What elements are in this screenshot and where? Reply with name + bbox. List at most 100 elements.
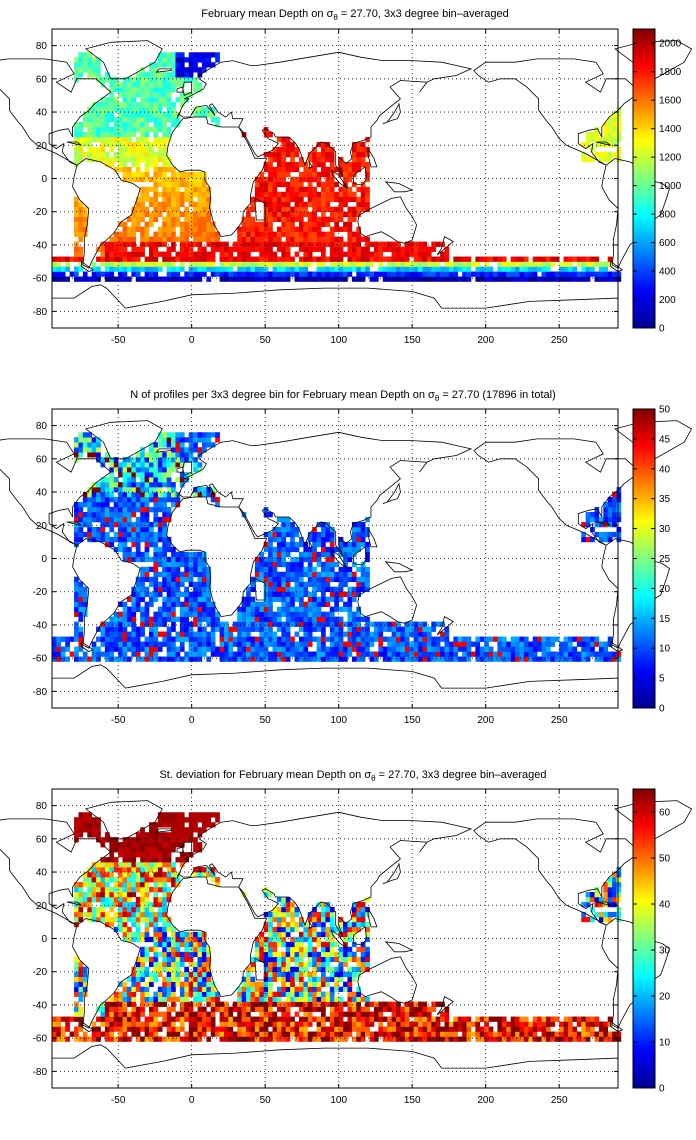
heatmap-cell — [131, 551, 137, 558]
heatmap-cell — [100, 502, 106, 508]
heatmap-cell — [144, 92, 150, 98]
heatmap-cell — [131, 507, 137, 513]
heatmap-cell — [607, 136, 613, 143]
heatmap-cell — [122, 981, 128, 987]
heatmap-cell — [356, 541, 362, 548]
heatmap-cell — [612, 136, 617, 143]
heatmap-cell — [409, 656, 414, 662]
heatmap-cell — [290, 211, 295, 217]
heatmap-cell — [272, 571, 278, 578]
heatmap-cell — [215, 266, 220, 272]
heatmap-cell — [166, 936, 172, 943]
heatmap-cell — [321, 251, 326, 257]
heatmap-cell — [334, 656, 339, 662]
heatmap-cell — [259, 231, 264, 237]
heatmap-cell — [153, 536, 159, 543]
heatmap-cell — [118, 271, 123, 277]
heatmap-cell — [285, 646, 291, 652]
heatmap-cell — [135, 102, 141, 108]
heatmap-cell — [82, 651, 88, 657]
heatmap-cell — [175, 651, 181, 657]
heatmap-cell — [360, 651, 366, 657]
heatmap-cell — [201, 581, 207, 588]
heatmap-cell — [193, 261, 198, 267]
heatmap-cell — [431, 241, 436, 247]
heatmap-cell — [122, 986, 128, 992]
heatmap-cell — [135, 847, 141, 853]
heatmap-cell — [179, 437, 185, 443]
heatmap-cell — [219, 266, 225, 272]
heatmap-cell — [312, 556, 317, 563]
heatmap-cell — [616, 136, 622, 143]
heatmap-cell — [74, 201, 79, 208]
heatmap-cell — [254, 226, 260, 232]
heatmap-cell — [126, 127, 132, 133]
heatmap-cell — [162, 847, 167, 853]
heatmap-cell — [74, 122, 79, 128]
heatmap-cell — [285, 221, 291, 227]
heatmap-cell — [74, 651, 79, 657]
heatmap-cell — [135, 1026, 141, 1032]
heatmap-cell — [444, 261, 450, 267]
heatmap-cell — [122, 611, 128, 617]
heatmap-cell — [603, 271, 609, 277]
heatmap-cell — [479, 656, 485, 662]
heatmap-cell — [78, 62, 84, 68]
heatmap-cell — [576, 641, 582, 647]
heatmap-cell — [351, 561, 357, 568]
heatmap-cell — [215, 626, 220, 632]
heatmap-cell — [91, 817, 97, 823]
heatmap-cell — [126, 896, 132, 903]
heatmap-cell — [162, 256, 167, 262]
heatmap-cell — [135, 1011, 141, 1017]
heatmap-cell — [365, 151, 370, 158]
heatmap-cell — [201, 636, 207, 642]
heatmap-cell — [572, 256, 578, 262]
heatmap-cell — [109, 102, 115, 108]
heatmap-cell — [91, 1031, 97, 1037]
heatmap-cell — [197, 181, 203, 188]
heatmap-cell — [188, 931, 194, 938]
heatmap-cell — [118, 1036, 123, 1042]
heatmap-cell — [206, 221, 212, 227]
heatmap-cell — [175, 52, 181, 58]
heatmap-cell — [290, 541, 295, 548]
heatmap-cell — [78, 966, 84, 973]
heatmap-cell — [118, 482, 123, 488]
heatmap-cell — [259, 566, 264, 573]
heatmap-cell — [206, 601, 212, 607]
heatmap-cell — [594, 656, 600, 662]
heatmap-cell — [100, 131, 106, 138]
heatmap-cell — [171, 112, 176, 118]
heatmap-cell — [281, 591, 287, 597]
heatmap-cell — [303, 261, 309, 267]
heatmap-cell — [321, 191, 326, 198]
heatmap-cell — [118, 852, 123, 858]
heatmap-cell — [298, 606, 304, 612]
heatmap-cell — [91, 511, 97, 518]
heatmap-cell — [585, 516, 591, 523]
heatmap-cell — [166, 442, 172, 448]
heatmap-cell — [201, 437, 207, 443]
heatmap-cell — [175, 221, 181, 227]
heatmap-cell — [184, 981, 190, 987]
heatmap-cell — [466, 636, 472, 642]
heatmap-cell — [135, 872, 141, 878]
heatmap-cell — [276, 151, 282, 158]
heatmap-cell — [351, 521, 357, 528]
heatmap-cell — [382, 626, 388, 632]
heatmap-cell — [329, 146, 335, 153]
heatmap-cell — [228, 641, 234, 647]
heatmap-cell — [149, 117, 154, 123]
heatmap-cell — [232, 271, 238, 277]
heatmap-cell — [382, 271, 388, 277]
heatmap-cell — [109, 97, 115, 103]
heatmap-cell — [268, 191, 273, 198]
heatmap-cell — [87, 502, 92, 508]
heatmap-cell — [285, 216, 291, 222]
heatmap-cell — [506, 646, 511, 652]
heatmap-cell — [153, 186, 159, 193]
heatmap-cell — [351, 241, 357, 247]
heatmap-cell — [87, 872, 92, 878]
